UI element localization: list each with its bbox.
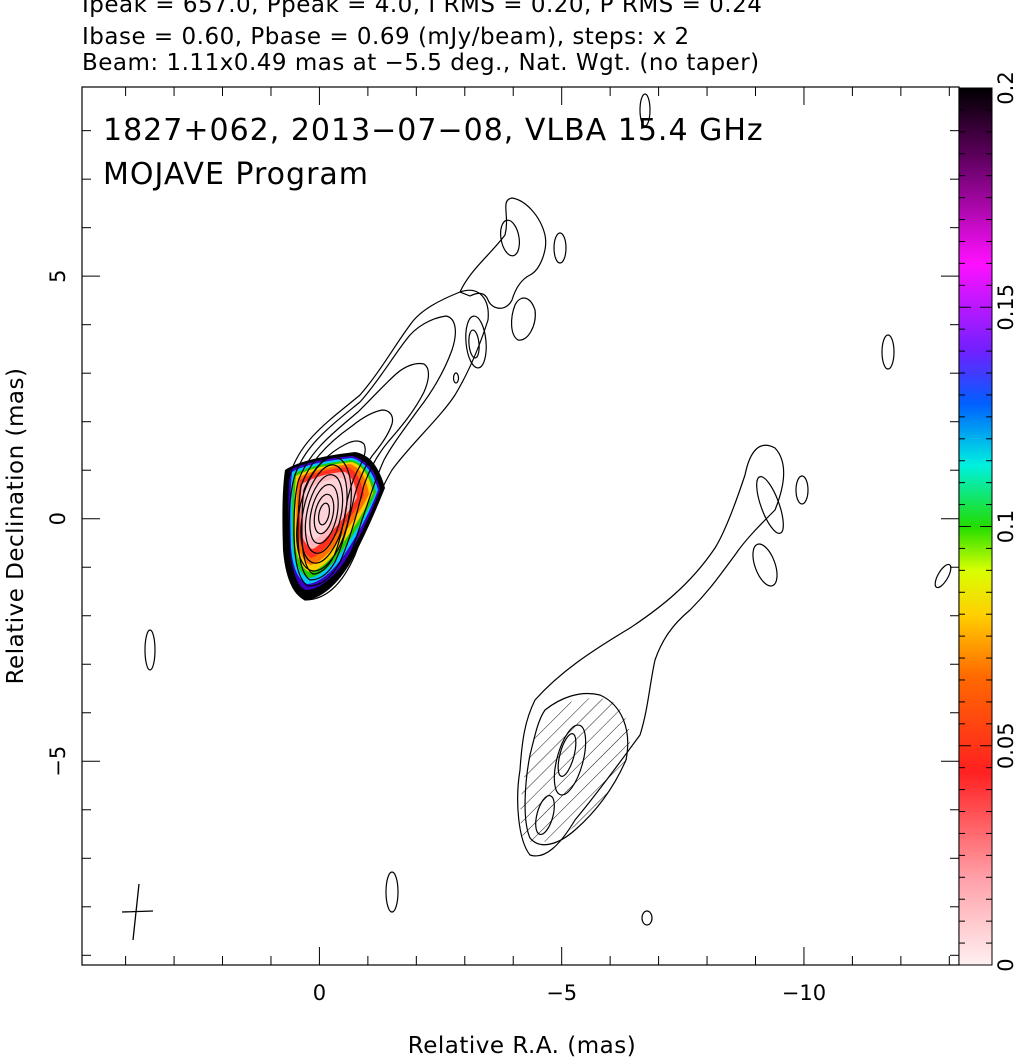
y-axis-tick-labels: 5 0 −5	[46, 269, 70, 776]
colorbar-tick-label: 0.05	[994, 722, 1018, 769]
colorbar-tick-label: 0.1	[994, 510, 1018, 543]
beam-marker	[121, 883, 154, 941]
x-tick-label: 0	[313, 981, 326, 1005]
plot-title: 1827+062, 2013−07−08, VLBA 15.4 GHz	[103, 113, 764, 148]
header-line-1: Ipeak = 657.0, Ppeak = 4.0, I RMS = 0.20…	[82, 0, 763, 18]
colorbar-tick-label: 0.2	[994, 71, 1018, 104]
y-tick-label: 5	[46, 269, 70, 282]
y-tick-label: −5	[46, 746, 70, 777]
header-line-2: Ibase = 0.60, Pbase = 0.69 (mJy/beam), s…	[82, 24, 690, 50]
polarization-vectors	[520, 698, 630, 843]
core-contours	[283, 289, 489, 601]
x-axis-tick-labels: 0 −5 −10	[313, 981, 826, 1005]
jet-upper-contours	[144, 93, 952, 926]
y-tick-label: 0	[46, 512, 70, 525]
x-axis-ticks	[125, 87, 950, 965]
colorbar-tick-labels: 0 0.05 0.1 0.15 0.2	[994, 71, 1018, 971]
colorbar-tick-label: 0.15	[994, 284, 1018, 331]
colorbar-ticks	[959, 87, 992, 966]
y-axis-ticks	[82, 130, 959, 956]
plot-subtitle: MOJAVE Program	[103, 157, 369, 192]
x-tick-label: −5	[546, 981, 577, 1005]
colorbar-tick-label: 0	[994, 958, 1018, 971]
header-line-3: Beam: 1.11x0.49 mas at −5.5 deg., Nat. W…	[82, 50, 760, 76]
x-tick-label: −10	[782, 981, 826, 1005]
y-axis-label: Relative Declination (mas)	[3, 368, 29, 685]
x-axis-label: Relative R.A. (mas)	[408, 1033, 636, 1059]
